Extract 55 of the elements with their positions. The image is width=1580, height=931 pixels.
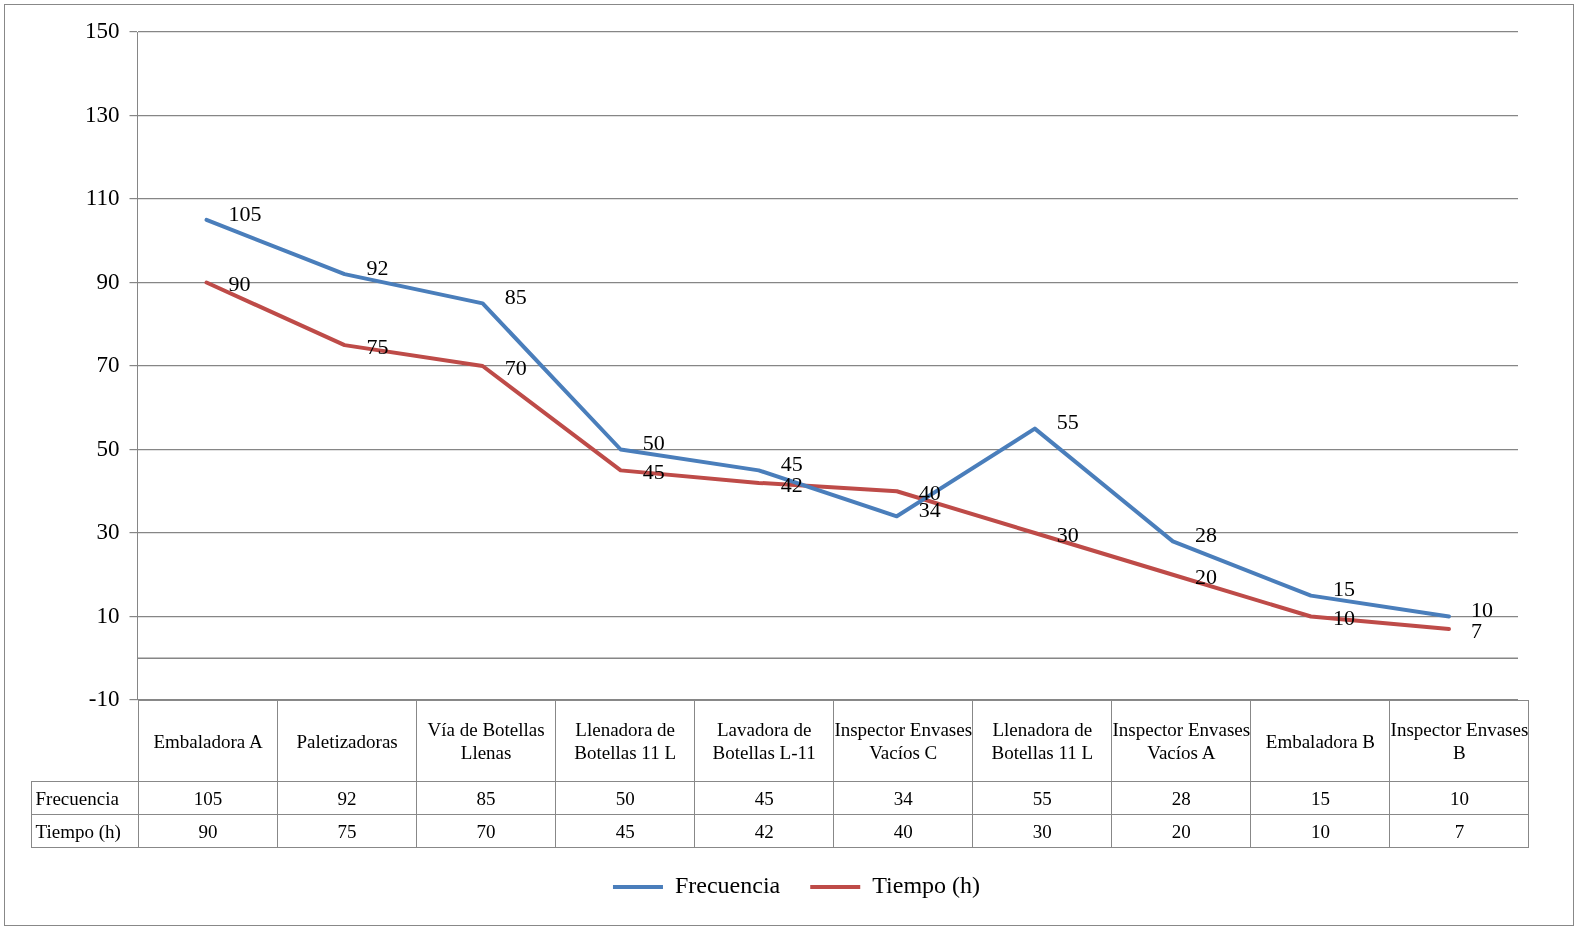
text: Frecuencia	[35, 787, 119, 809]
text: 50	[555, 781, 695, 815]
y-tick-label: 10	[96, 602, 120, 628]
x-tick-label: Llenadora de Botellas 11 L	[972, 700, 1112, 782]
text: 90	[138, 814, 278, 848]
text: 15	[1250, 781, 1390, 815]
text: 34	[833, 781, 973, 815]
text: 45	[555, 814, 695, 848]
text: 30	[972, 814, 1112, 848]
x-tick-label: Vía de Botellas Llenas	[416, 700, 556, 782]
y-tick-label: 110	[85, 185, 120, 211]
x-tick-label: Inspector Envases Vacíos A	[1111, 700, 1251, 782]
legend-label: Frecuencia	[674, 872, 781, 899]
text: 20	[1111, 814, 1251, 848]
text: 7	[1389, 814, 1529, 848]
x-tick-label: Inspector Envases B	[1389, 700, 1529, 782]
y-tick-label: 30	[96, 519, 120, 545]
text: 55	[972, 781, 1112, 815]
data-label: 28	[1194, 522, 1217, 548]
data-label: 30	[1056, 521, 1079, 547]
text: 75	[277, 814, 417, 848]
text: 92	[277, 781, 417, 815]
y-tick-label: 70	[96, 352, 120, 378]
x-tick-label: Paletizadoras	[277, 700, 417, 782]
x-tick-label: Inspector Envases Vacíos C	[833, 700, 973, 782]
text: 28	[1111, 781, 1251, 815]
text: 40	[833, 814, 973, 848]
y-tick-label: 130	[85, 101, 120, 127]
text: 10	[1389, 781, 1529, 815]
x-tick-label: Lavadora de Botellas L-11	[694, 700, 834, 782]
data-label: 20	[1194, 563, 1217, 589]
y-tick-label: -10	[88, 686, 120, 712]
data-label: 50	[642, 430, 665, 456]
y-tick-label: 50	[96, 435, 120, 461]
x-tick-label: Embaladora B	[1250, 700, 1390, 782]
text: 45	[694, 781, 834, 815]
data-label: 45	[780, 451, 803, 477]
data-label: 92	[366, 254, 389, 280]
data-label: 70	[504, 354, 527, 380]
data-label: 90	[228, 271, 251, 297]
data-label: 55	[1056, 409, 1079, 435]
text: 70	[416, 814, 556, 848]
text: 10	[1250, 814, 1390, 848]
x-tick-label: Embaladora A	[138, 700, 278, 782]
data-label: 85	[504, 284, 527, 310]
text: 85	[416, 781, 556, 815]
legend-label: Tiempo (h)	[872, 872, 981, 899]
text: 42	[694, 814, 834, 848]
text: Tiempo (h)	[35, 820, 121, 842]
x-tick-label: Llenadora de Botellas 11 L	[555, 700, 695, 782]
y-tick-label: 90	[96, 268, 120, 294]
data-label: 15	[1332, 576, 1355, 602]
data-label: 105	[228, 200, 262, 226]
y-tick-label: 150	[85, 18, 120, 44]
text: 105	[138, 781, 278, 815]
